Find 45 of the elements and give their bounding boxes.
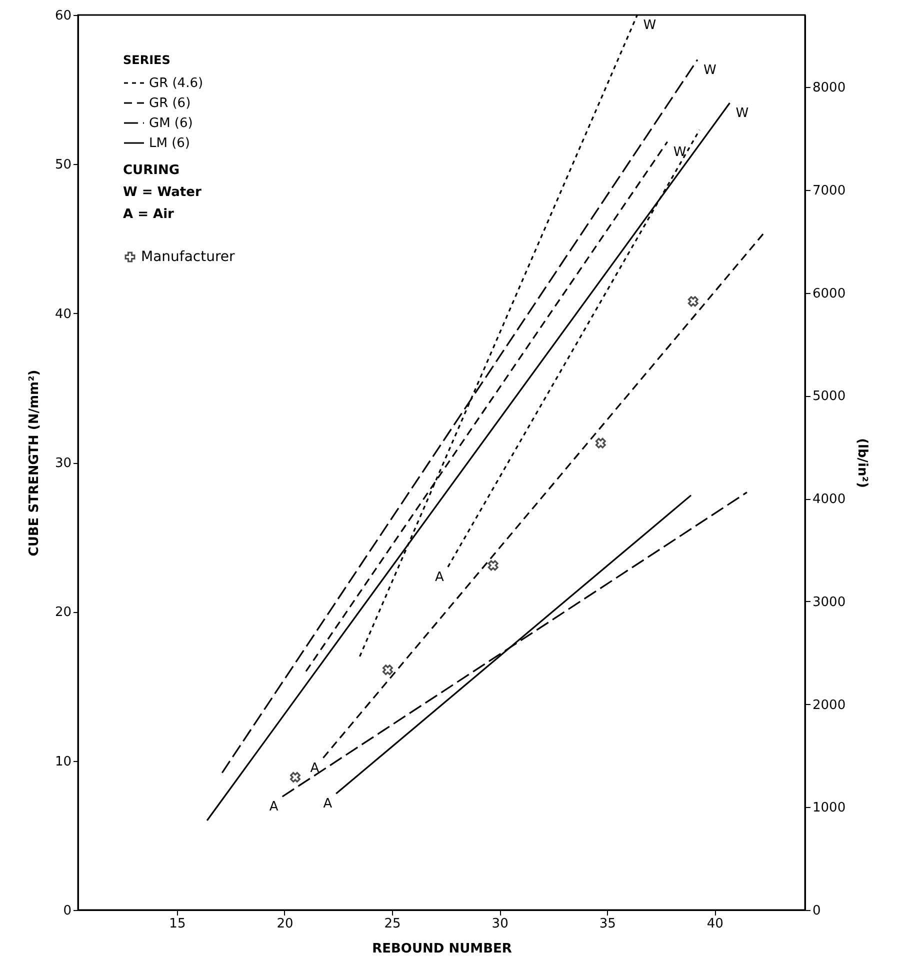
y-tick-label: 0 — [63, 904, 72, 918]
y2-tick-label: 2000 — [812, 698, 846, 713]
legend-label: GM (6) — [149, 116, 193, 131]
annotation: A — [323, 796, 332, 812]
y-tick-label: 60 — [54, 8, 72, 24]
legend-title: SERIES — [123, 53, 170, 67]
legend-label: Manufacturer — [141, 249, 236, 265]
y2-tick-label: 4000 — [812, 492, 846, 508]
y-tick-label: 40 — [54, 306, 72, 322]
x-tick-label: 20 — [276, 916, 294, 932]
y2-tick-label: 6000 — [812, 286, 846, 302]
y2-tick-label: 5000 — [812, 389, 846, 404]
y2-axis-title: (lb/in²) — [854, 438, 870, 488]
y2-tick-label: 7000 — [812, 183, 846, 198]
annotation: W — [673, 144, 686, 160]
annotation: W — [736, 106, 749, 122]
x-tick-label: 15 — [169, 916, 186, 932]
y2-tick-label: 3000 — [812, 594, 846, 610]
x-axis-title: REBOUND NUMBER — [372, 942, 512, 956]
x-tick-label: 25 — [384, 916, 401, 932]
y-tick-label: 20 — [54, 605, 72, 620]
annotation: W — [703, 62, 716, 78]
point — [595, 438, 606, 448]
annotation: A = Air — [123, 207, 175, 222]
annotation: CURING — [123, 163, 180, 178]
x-tick-label: 40 — [706, 916, 724, 932]
annotation: A — [269, 800, 278, 815]
y2-tick-label: 0 — [812, 904, 821, 918]
y-tick-label: 50 — [54, 158, 72, 173]
y2-tick-label: 1000 — [812, 800, 846, 816]
legend-label: GR (4.6) — [149, 76, 204, 91]
y-tick-label: 30 — [54, 456, 72, 471]
x-tick-label: 30 — [492, 916, 508, 932]
y-axis-title: CUBE STRENGTH (N/mm²) — [26, 370, 42, 556]
point — [688, 296, 698, 307]
point — [290, 772, 300, 782]
legend-label: GR (6) — [149, 96, 191, 111]
y2-tick-label: 8000 — [812, 80, 846, 96]
annotation: W = Water — [123, 185, 202, 200]
y-tick-label: 10 — [54, 754, 72, 770]
legend-label: LM (6) — [149, 136, 190, 151]
annotation: A — [435, 570, 444, 585]
annotation: A — [310, 760, 320, 776]
x-tick-label: 35 — [599, 916, 616, 932]
annotation: W — [643, 18, 656, 33]
